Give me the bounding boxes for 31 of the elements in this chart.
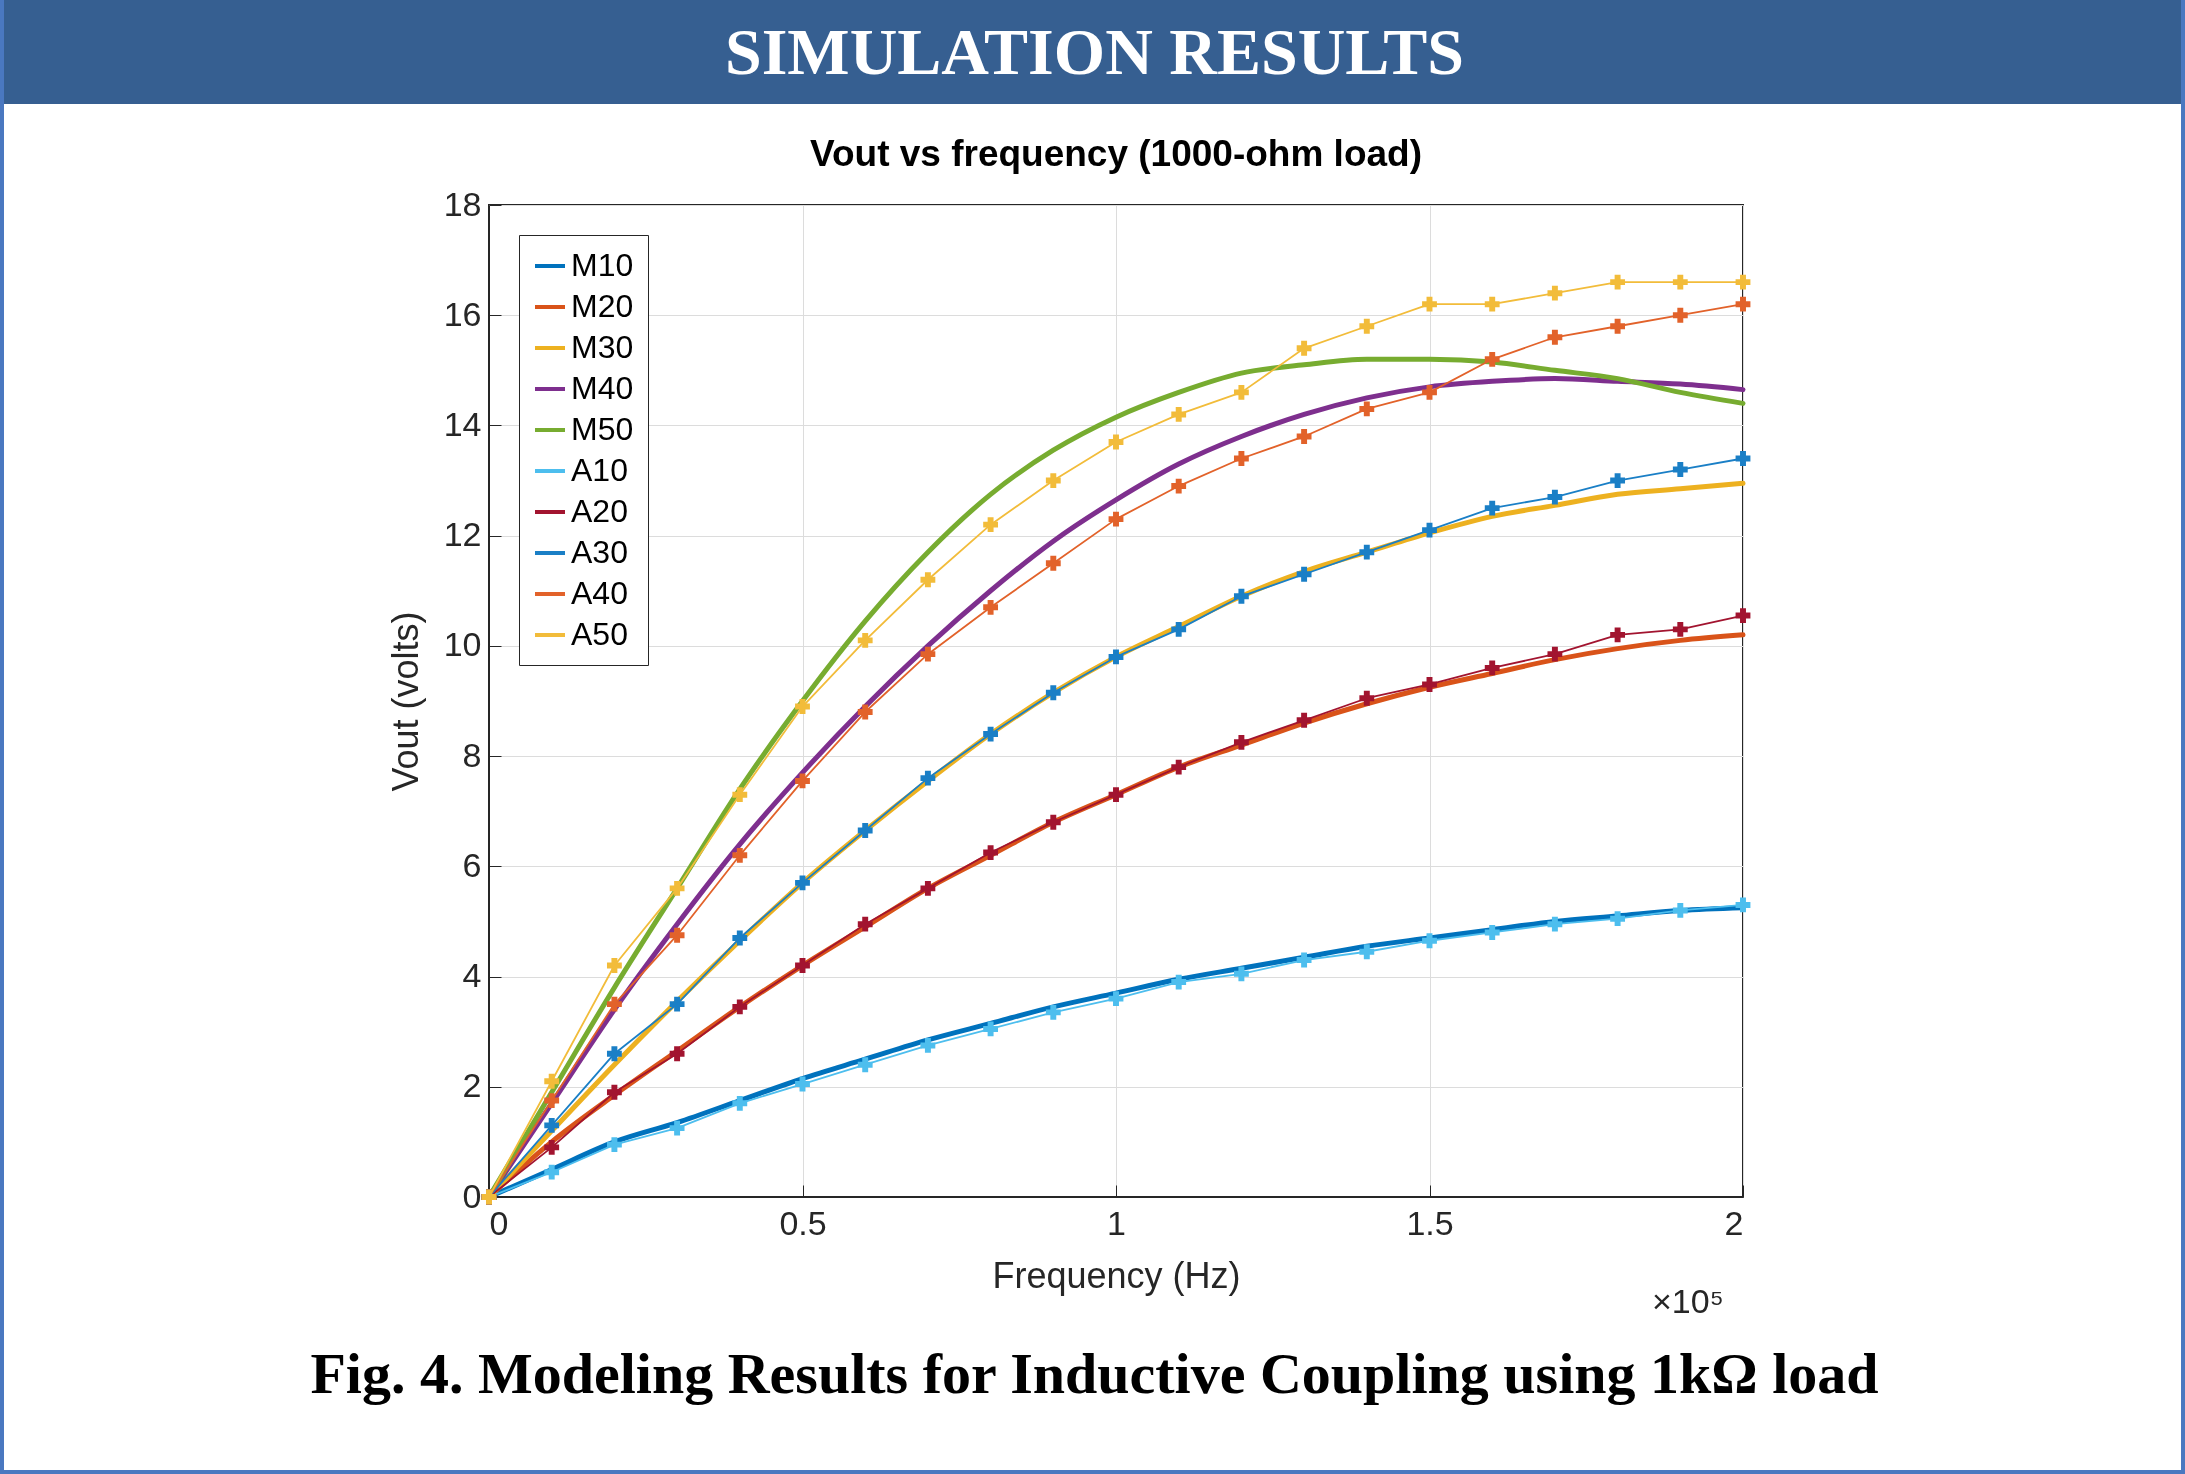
y-tick-label: 2	[462, 1066, 482, 1105]
x-tick-label: 1	[1107, 1203, 1126, 1242]
legend-label: M30	[571, 329, 634, 365]
y-tick-label: 18	[443, 184, 482, 223]
x-tick-label: 0	[489, 1203, 509, 1242]
y-tick-label: 10	[443, 625, 482, 664]
x-tick-label: 2	[1724, 1203, 1744, 1242]
y-tick-label: 4	[462, 956, 482, 995]
x-axis-title: Frequency (Hz)	[992, 1254, 1241, 1296]
legend-label: A30	[571, 534, 628, 570]
caption: Fig. 4. Modeling Results for Inductive Coupling using 1kΩ load	[309, 1340, 1880, 1407]
legend-label: A20	[571, 493, 628, 529]
y-axis-title: Vout (volts)	[384, 611, 426, 792]
x-tick-label: 1.5	[1406, 1203, 1454, 1242]
x-tick-label: 0.5	[779, 1203, 827, 1242]
legend-label: A40	[571, 575, 628, 611]
legend-label: M20	[571, 288, 634, 324]
text: SIMULATION RESULTS	[723, 14, 1466, 90]
legend-label: A50	[571, 616, 628, 652]
legend-label: M40	[571, 370, 634, 406]
y-tick-label: 12	[443, 515, 482, 554]
y-tick-label: 8	[462, 735, 482, 774]
y-tick-label: 14	[443, 404, 482, 443]
y-tick-label: 6	[462, 845, 482, 884]
y-tick-label: 16	[443, 294, 482, 333]
legend-label: A10	[571, 452, 628, 488]
y-tick-label: 0	[462, 1176, 482, 1215]
legend-label: M50	[571, 411, 634, 447]
text: ×10⁵	[1652, 1282, 1724, 1321]
legend-label: M10	[571, 247, 634, 283]
chart-title: Vout vs frequency (1000-ohm load)	[810, 133, 1422, 174]
